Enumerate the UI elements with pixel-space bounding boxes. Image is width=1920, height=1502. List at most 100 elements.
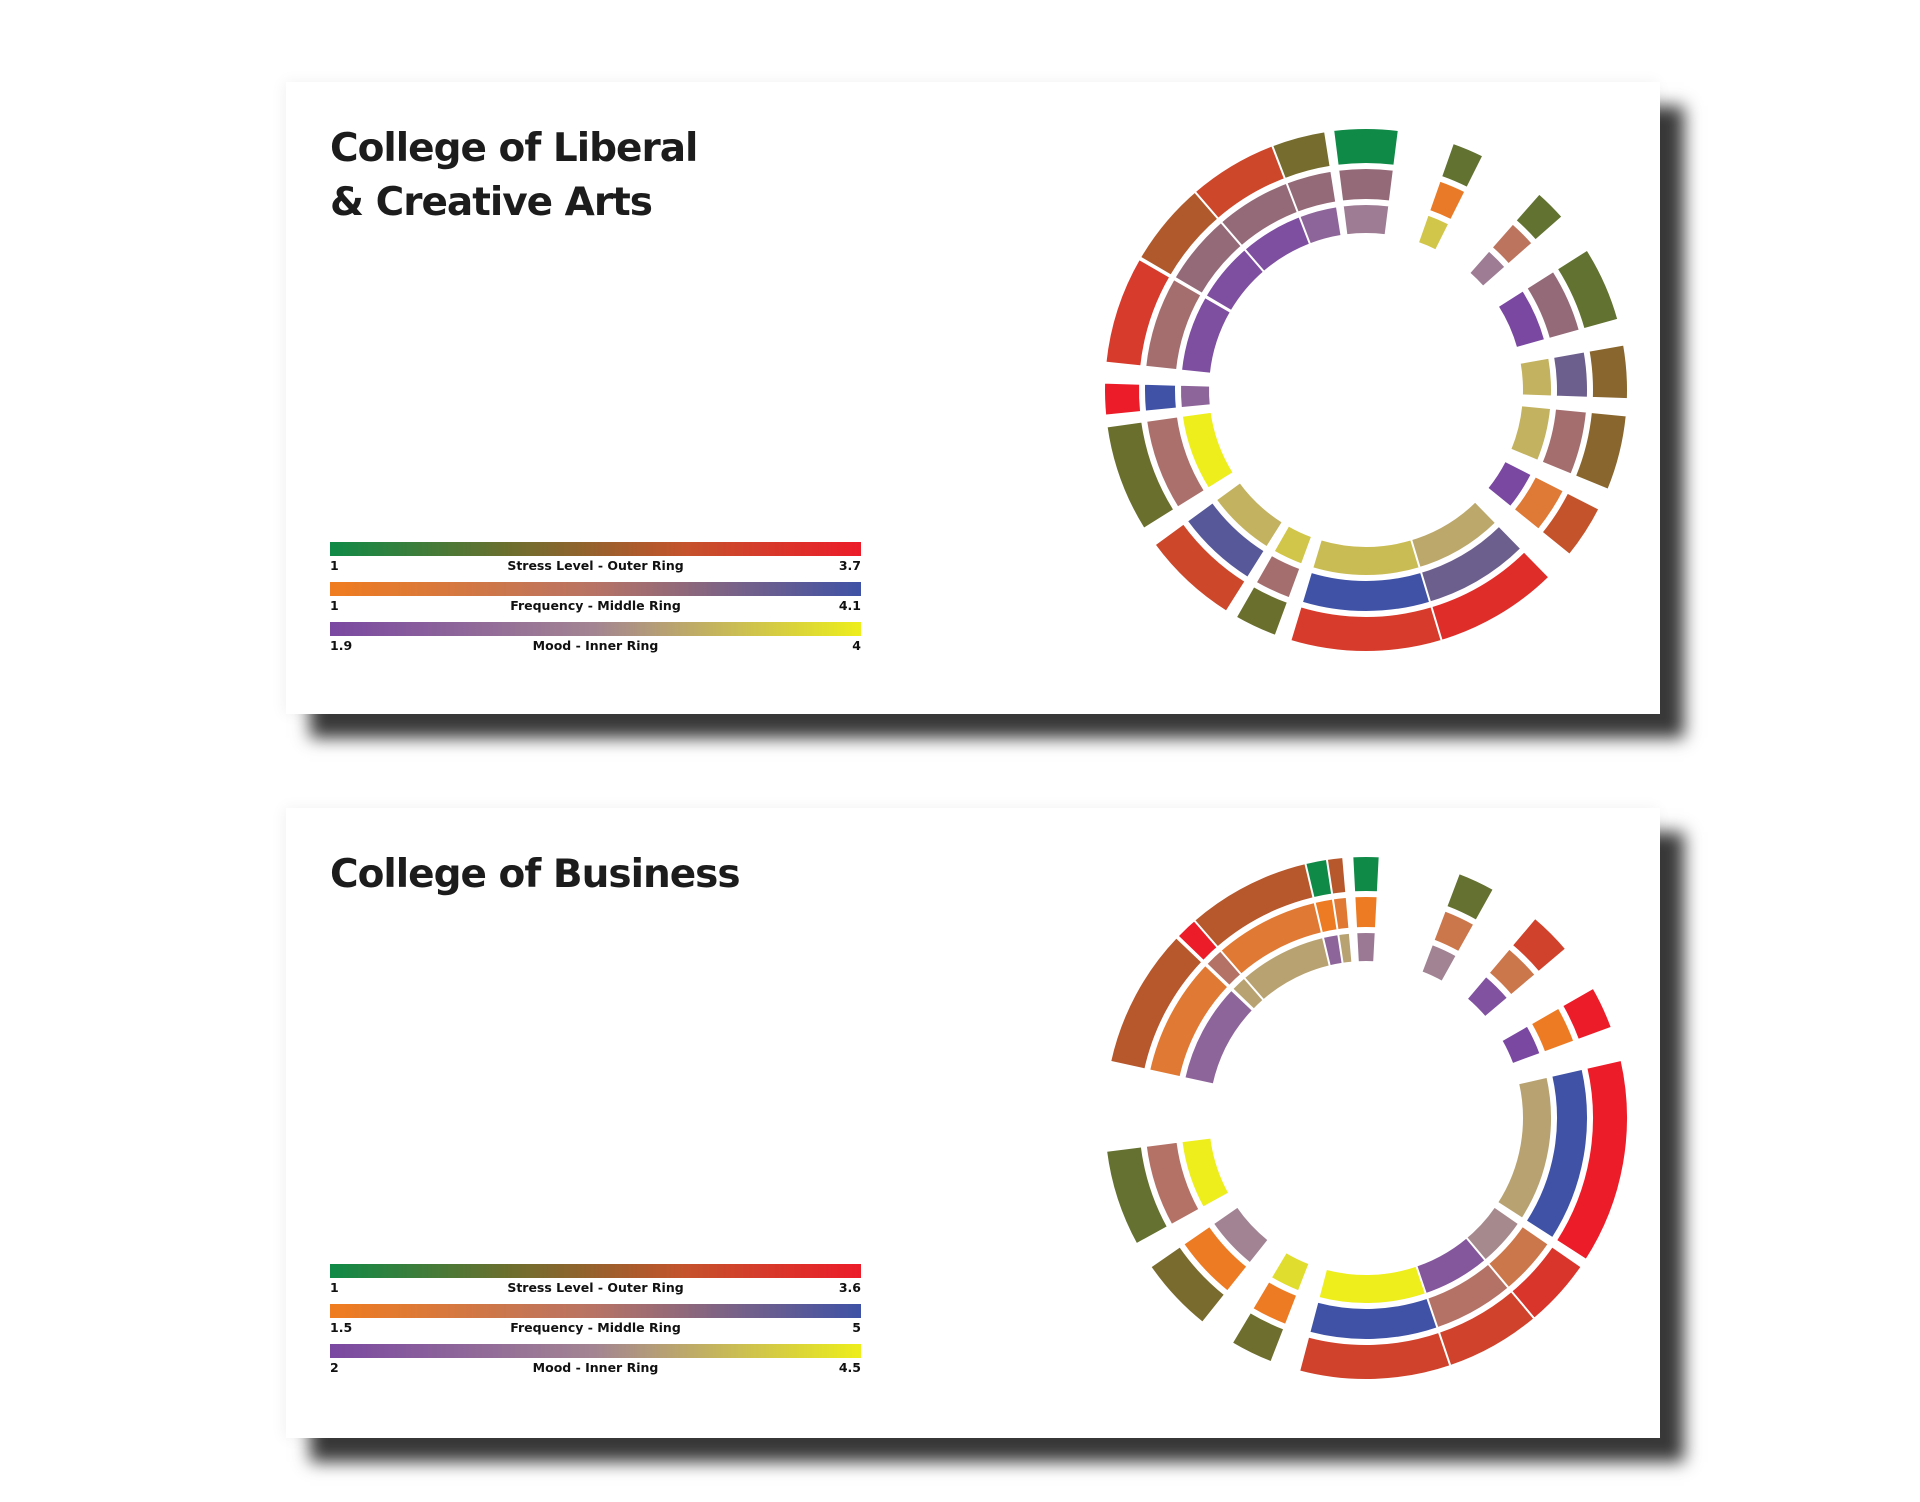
stress-gradient-bar	[330, 1264, 861, 1278]
legend-label: Stress Level - Outer Ring	[507, 558, 684, 573]
panel-title-line-2: & Creative Arts	[330, 180, 653, 225]
panel-title-line-1: College of Liberal	[330, 126, 698, 171]
stress-ring-segment-4	[1587, 343, 1629, 401]
mood-ring-segment-5	[1508, 404, 1553, 463]
mood-ring-segment-9	[1272, 524, 1314, 566]
frequency-ring-segment-4	[1524, 1067, 1589, 1240]
stress-ring-segment-9	[1234, 584, 1290, 638]
frequency-ring-segment-3	[1525, 269, 1582, 341]
radial-chart	[1104, 855, 1629, 1381]
frequency-ring-segment-14	[1313, 897, 1339, 935]
mood-ring-segment-2	[1467, 249, 1507, 289]
mood-ring-segment-9	[1211, 1205, 1271, 1265]
stress-ring-segment-11	[1108, 935, 1204, 1071]
mood-ring-segment-10	[1214, 480, 1285, 549]
mood-ring-segment-0	[1355, 931, 1377, 964]
mood-ring-segment-8	[1310, 538, 1422, 577]
stress-gradient-bar	[330, 542, 861, 556]
stress-ring-segment-14	[1304, 857, 1334, 900]
frequency-ring-segment-3	[1529, 1006, 1576, 1054]
frequency-ring-segment-8	[1300, 570, 1432, 613]
mood-ring-segment-2	[1465, 974, 1510, 1019]
mood-ring-segment-4	[1495, 1075, 1553, 1221]
stress-ring-segment-2	[1510, 916, 1568, 974]
frequency-ring-segment-2	[1487, 947, 1537, 997]
stress-ring-segment-6	[1540, 491, 1601, 557]
mood-gradient-bar	[330, 622, 861, 636]
mood-ring-segment-8	[1269, 1250, 1311, 1293]
frequency-ring-segment-8	[1250, 1279, 1299, 1327]
mood-ring-segment-3	[1496, 288, 1547, 350]
frequency-ring-segment-12	[1143, 382, 1178, 413]
legend-min: 1	[330, 598, 339, 613]
mood-ring-segment-7	[1317, 1264, 1428, 1305]
legend-min: 1.9	[330, 638, 353, 653]
stress-ring-segment-9	[1148, 1244, 1227, 1325]
stress-ring-segment-7	[1297, 1330, 1452, 1381]
frequency-ring-segment-11	[1145, 415, 1207, 510]
legend-stress: 1 Stress Level - Outer Ring 3.6	[330, 1264, 861, 1304]
panel-title: College of Business	[330, 848, 850, 902]
legend-min: 2	[330, 1360, 339, 1375]
stress-ring-segment-10	[1153, 522, 1247, 614]
mood-ring-segment-11	[1180, 410, 1236, 490]
legend-frequency: 1.5 Frequency - Middle Ring 5	[330, 1304, 861, 1344]
stress-ring-segment-0	[1351, 855, 1381, 894]
stress-ring-segment-3	[1560, 986, 1614, 1042]
stress-ring-segment-4	[1554, 1058, 1629, 1262]
panel-business: College of Business 1 Stress Level - Out…	[286, 808, 1660, 1438]
frequency-ring-segment-10	[1144, 1140, 1201, 1227]
mood-ring-segment-4	[1518, 356, 1553, 398]
stress-ring-segment-16	[1270, 130, 1332, 181]
stress-ring-segment-2	[1514, 192, 1564, 242]
frequency-ring-segment-9	[1181, 1224, 1249, 1293]
stress-ring-segment-1	[1444, 871, 1496, 923]
legend-max: 4.5	[838, 1360, 861, 1375]
panel-title: College of Liberal & Creative Arts	[330, 122, 850, 230]
mood-ring-segment-0	[1341, 203, 1391, 237]
legend-label: Frequency - Middle Ring	[510, 1320, 681, 1335]
panel-title-line-1: College of Business	[330, 852, 741, 897]
frequency-ring-segment-7	[1308, 1296, 1439, 1341]
frequency-ring-segment-11	[1147, 963, 1230, 1079]
frequency-ring-segment-10	[1185, 500, 1267, 580]
stress-ring-segment-11	[1105, 420, 1176, 531]
stress-ring-segment-10	[1104, 1145, 1170, 1246]
mood-ring-segment-16	[1298, 205, 1343, 246]
mood-ring-segment-14	[1321, 932, 1344, 968]
mood-ring-segment-3	[1500, 1024, 1542, 1066]
frequency-ring-segment-5	[1540, 407, 1589, 476]
legend-label: Mood - Inner Ring	[532, 638, 659, 653]
frequency-ring-segment-2	[1490, 222, 1534, 266]
frequency-ring-segment-4	[1551, 350, 1589, 399]
frequency-ring-segment-9	[1254, 553, 1302, 600]
frequency-ring-segment-6	[1512, 474, 1566, 532]
mood-ring-segment-10	[1180, 1136, 1231, 1209]
legend-min: 1	[330, 1280, 339, 1295]
legend-min: 1.5	[330, 1320, 353, 1335]
legend-mood: 2 Mood - Inner Ring 4.5	[330, 1344, 861, 1384]
legend-max: 3.7	[838, 558, 861, 573]
mood-ring-segment-11	[1183, 988, 1255, 1086]
frequency-ring-segment-0	[1353, 895, 1379, 930]
mood-ring-segment-6	[1485, 459, 1534, 509]
mood-ring-segment-1	[1416, 213, 1451, 252]
legend-mood: 1.9 Mood - Inner Ring 4	[330, 622, 861, 662]
radial-chart	[1103, 127, 1629, 653]
legend: 1 Stress Level - Outer Ring 3.7 1 Freque…	[330, 542, 861, 662]
legend-max: 3.6	[838, 1280, 861, 1295]
frequency-ring-segment-16	[1285, 169, 1338, 214]
frequency-gradient-bar	[330, 582, 861, 596]
legend-max: 4.1	[838, 598, 861, 613]
legend-label: Frequency - Middle Ring	[510, 598, 681, 613]
stress-ring-segment-12	[1103, 381, 1143, 417]
mood-ring-segment-12	[1179, 383, 1212, 410]
legend-frequency: 1 Frequency - Middle Ring 4.1	[330, 582, 861, 622]
stress-ring-segment-1	[1439, 141, 1485, 190]
legend-max: 4	[852, 638, 861, 653]
frequency-gradient-bar	[330, 1304, 861, 1318]
stress-ring-segment-13	[1104, 257, 1172, 368]
frequency-ring-segment-0	[1337, 167, 1395, 203]
stress-ring-segment-8	[1289, 605, 1443, 653]
stress-ring-segment-8	[1230, 1310, 1286, 1364]
